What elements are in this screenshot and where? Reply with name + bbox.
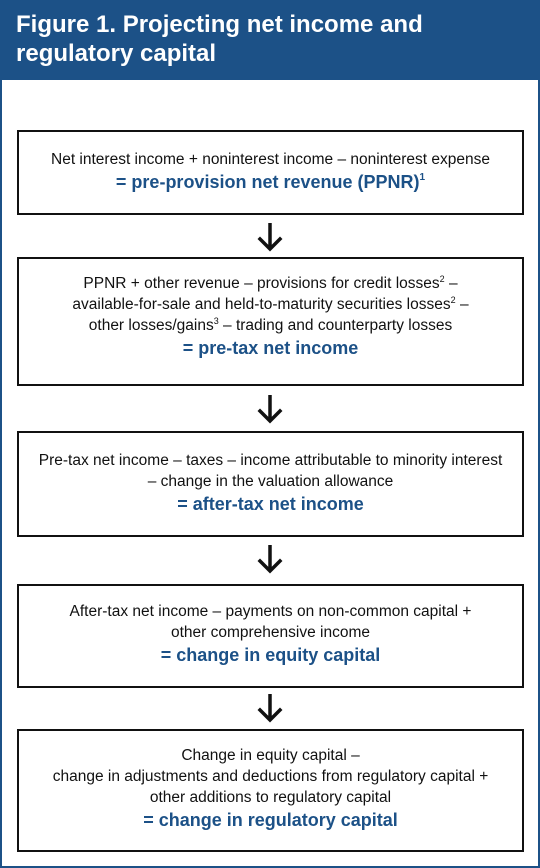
- footnote-2-marker: 2: [450, 295, 456, 305]
- step-box-pretax: PPNR + other revenue – provisions for cr…: [17, 257, 524, 386]
- step-5-line-1: Change in equity capital –: [181, 747, 360, 764]
- footnote-2-marker: 2: [439, 274, 445, 284]
- step-box-ppnr: Net interest income + noninterest income…: [17, 130, 524, 215]
- step-3-line-1: Pre-tax net income – taxes – income attr…: [38, 452, 503, 469]
- step-2-line-2: available-for-sale and held-to-maturity …: [19, 294, 522, 315]
- down-arrow-icon: [257, 694, 283, 723]
- step-2-line-2-text: available-for-sale and held-to-maturity …: [72, 296, 451, 313]
- step-1-result-text: = pre-provision net revenue (PPNR): [115, 172, 420, 192]
- figure-header: Figure 1. Projecting net income and regu…: [0, 0, 540, 80]
- down-arrow-icon: [257, 545, 283, 574]
- step-2-line-1-tail: –: [444, 275, 458, 292]
- step-2-line-1-text: PPNR + other revenue – provisions for cr…: [83, 275, 440, 292]
- step-box-regulatory: Change in equity capital – change in adj…: [17, 729, 524, 852]
- step-4-line-1: After-tax net income – payments on non-c…: [69, 603, 472, 620]
- step-box-aftertax: Pre-tax net income – taxes – income attr…: [17, 431, 524, 537]
- step-5-line-2: change in adjustments and deductions fro…: [52, 768, 489, 785]
- step-2-result: = pre-tax net income: [182, 338, 359, 358]
- step-5-line-3: other additions to regulatory capital: [149, 789, 392, 806]
- down-arrow-icon: [257, 395, 283, 424]
- step-4-result: = change in equity capital: [160, 645, 381, 665]
- step-4-line-2: other comprehensive income: [170, 624, 371, 641]
- step-box-equity: After-tax net income – payments on non-c…: [17, 584, 524, 688]
- step-2-line-2-tail: –: [455, 296, 469, 313]
- step-2-line-3-tail: – trading and counterparty losses: [218, 317, 453, 334]
- step-5-result: = change in regulatory capital: [143, 810, 398, 830]
- step-2-line-3-text: other losses/gains: [88, 317, 214, 334]
- step-1-line-1: Net interest income + noninterest income…: [51, 151, 490, 168]
- step-2-line-3: other losses/gains3 – trading and counte…: [19, 315, 522, 336]
- step-3-line-2: – change in the valuation allowance: [147, 473, 394, 490]
- footnote-3-marker: 3: [213, 316, 219, 326]
- figure-title: Figure 1. Projecting net income and regu…: [16, 11, 423, 67]
- step-2-line-1: PPNR + other revenue – provisions for cr…: [19, 273, 522, 294]
- down-arrow-icon: [257, 223, 283, 252]
- step-3-result: = after-tax net income: [177, 494, 364, 514]
- step-1-result: = pre-provision net revenue (PPNR)1: [19, 170, 522, 194]
- footnote-1-marker: 1: [419, 172, 426, 183]
